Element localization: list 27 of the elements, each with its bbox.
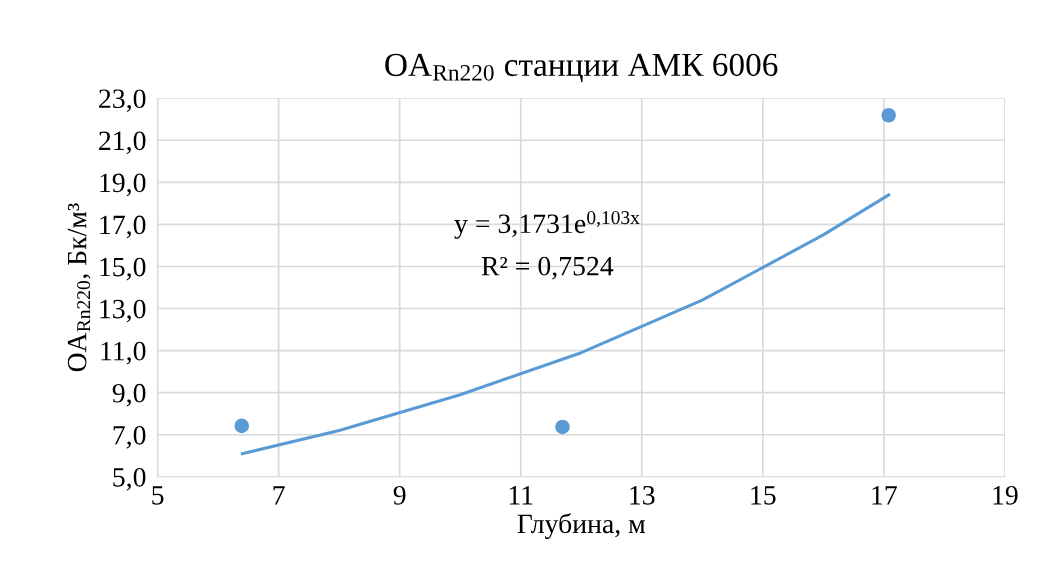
point <box>555 419 570 435</box>
annotation: y = 3,1731e$^{0,103x}$ <box>454 211 640 239</box>
point <box>234 418 250 434</box>
x-tick-label: 7 <box>273 486 285 505</box>
x-tick-label: 11 <box>509 486 533 505</box>
y-axis-title: OA$_{Rn220}$, Бк/м³ <box>67 203 91 372</box>
chart-title: OA$_{Rn220}$ станции АМК 6006 <box>385 53 778 83</box>
x-tick-label: 17 <box>872 486 897 505</box>
y-tick-label: 15,0 <box>100 257 146 281</box>
y-tick-label: 23,0 <box>99 89 146 113</box>
x-tick-label: 13 <box>630 486 655 505</box>
x-axis-title: Глубина, м <box>517 513 646 539</box>
line-series <box>240 193 891 456</box>
x-tick-label: 15 <box>751 486 776 505</box>
point <box>881 107 896 123</box>
x-tick-label: 19 <box>993 486 1018 505</box>
y-tick-label: 5,0 <box>113 467 146 491</box>
y-tick-label: 21,0 <box>99 131 146 155</box>
y-tick-label: 19,0 <box>100 173 146 197</box>
y-tick-label: 7,0 <box>113 425 146 449</box>
annotation: R² = 0,7524 <box>481 256 614 280</box>
y-tick-label: 17,0 <box>100 215 146 239</box>
y-tick-label: 13,0 <box>100 299 146 323</box>
x-tick-label: 9 <box>393 486 406 505</box>
y-tick-label: 11,0 <box>101 341 146 365</box>
y-tick-label: 9,0 <box>112 383 146 407</box>
x-tick-label: 5 <box>152 486 164 505</box>
